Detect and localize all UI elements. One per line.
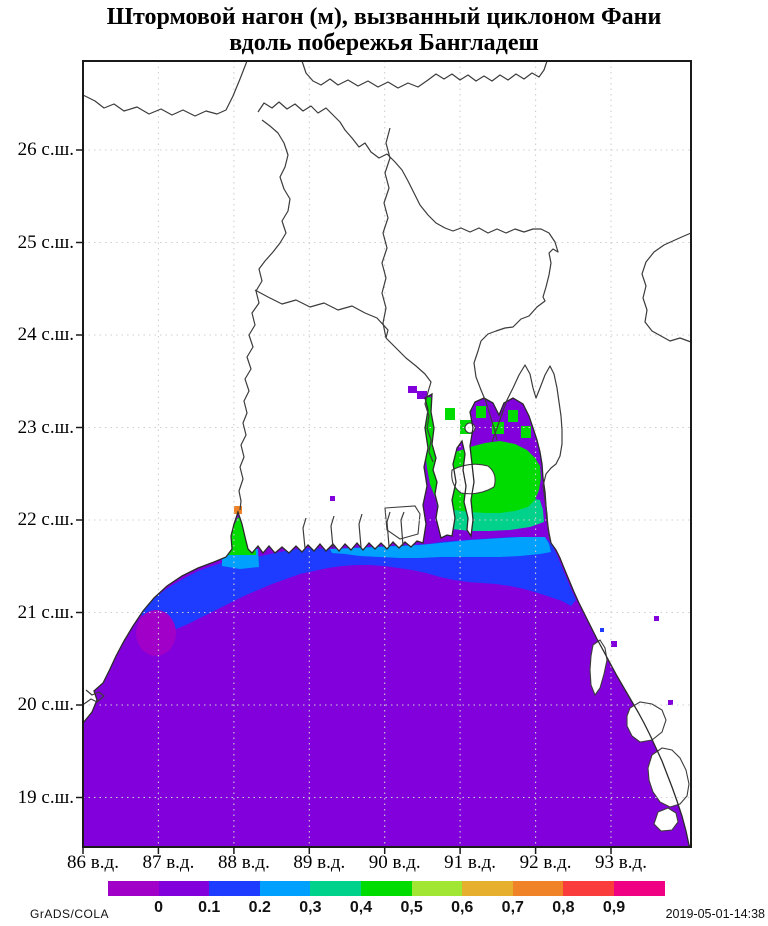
colorbar-segment xyxy=(614,881,666,896)
surge-band-02-03m xyxy=(222,537,551,569)
surge-speck-blue xyxy=(600,628,604,632)
axis-ticks xyxy=(76,149,612,854)
colorbar-segment xyxy=(158,881,210,896)
coast-noakhali-horns xyxy=(491,364,563,541)
map-frame xyxy=(82,60,692,848)
lon-tick-label: 92 в.д. xyxy=(519,852,572,873)
sundarbans-inlets xyxy=(302,511,405,549)
colorbar-tick-label: 0,4 xyxy=(349,899,373,916)
colorbar-segment xyxy=(361,881,413,896)
colorbar-segment xyxy=(310,881,362,896)
border-west-bengal xyxy=(238,119,291,511)
borders-and-rivers xyxy=(82,60,692,705)
grads-credit-label: GrADS/COLA xyxy=(30,907,110,921)
lat-tick-label: 24 с.ш. xyxy=(17,324,74,345)
islands xyxy=(384,422,690,832)
island-se-2 xyxy=(626,701,667,743)
river-padma-meghna xyxy=(385,337,434,463)
colorbar-segment xyxy=(563,881,615,896)
lat-tick-label: 25 с.ш. xyxy=(17,231,74,253)
border-myanmar xyxy=(641,232,692,343)
colorbar-tick-label: 0.1 xyxy=(198,899,221,916)
lon-tick-label: 89 в.д. xyxy=(293,852,346,873)
colorbar-tick-label: 0,7 xyxy=(501,899,524,916)
lat-tick-label: 19 с.ш. xyxy=(17,786,74,808)
figure-title-line1: Штормовой нагон (м), вызванный циклоном … xyxy=(106,4,662,30)
figure-title-line2: вдоль побережья Бангладеш xyxy=(229,30,539,56)
lat-tick-label: 21 с.ш. xyxy=(17,601,74,623)
colorbar-tick-label: 0,8 xyxy=(552,899,575,916)
lon-tick-label: 86 в.д. xyxy=(67,852,119,873)
river-jamuna xyxy=(381,127,391,339)
colorbar-tick-label: 0,3 xyxy=(299,899,322,916)
island-estuary-2 xyxy=(384,505,421,540)
river-ganges xyxy=(254,289,389,339)
timestamp-label: 2019-05-01-14:38 xyxy=(665,907,765,921)
lon-tick-label: 91 в.д. xyxy=(444,852,497,873)
lon-tick-label: 87 в.д. xyxy=(142,852,195,873)
colorbar-segment xyxy=(462,881,514,896)
colorbar-segment xyxy=(411,881,463,896)
colorbar-segment xyxy=(108,881,160,896)
lon-tick-label: 90 в.д. xyxy=(368,852,421,873)
surge-negative-patch xyxy=(136,610,176,656)
lat-tick-label: 26 с.ш. xyxy=(17,139,74,160)
lat-tick-label: 23 с.ш. xyxy=(17,416,74,438)
colorbar-tick-label: 0 xyxy=(154,899,164,916)
colorbar-tick-label: 0,9 xyxy=(602,899,626,916)
border-north-meghalaya xyxy=(301,60,548,89)
coastline-path xyxy=(82,392,691,847)
colorbar-segment xyxy=(512,881,564,896)
island-se-1 xyxy=(589,639,608,697)
lon-tick-label: 93 в.д. xyxy=(595,852,647,873)
colorbar-tick-label: 0,6 xyxy=(451,899,474,916)
lon-tick-label: 88 в.д. xyxy=(217,852,270,873)
lat-tick-label: 22 с.ш. xyxy=(17,509,74,530)
border-central-east xyxy=(257,101,559,441)
colorbar-tick-label: 0,5 xyxy=(400,899,423,916)
river-subarnarekha xyxy=(83,689,105,705)
island-se-4 xyxy=(653,807,679,832)
lat-tick-label: 20 с.ш. xyxy=(17,694,74,715)
colorbar-segment xyxy=(209,881,261,896)
gridlines xyxy=(83,61,691,847)
colorbar-tick-label: 0.2 xyxy=(248,899,271,916)
colorbar-segment xyxy=(259,881,311,896)
border-north-west xyxy=(82,60,248,117)
